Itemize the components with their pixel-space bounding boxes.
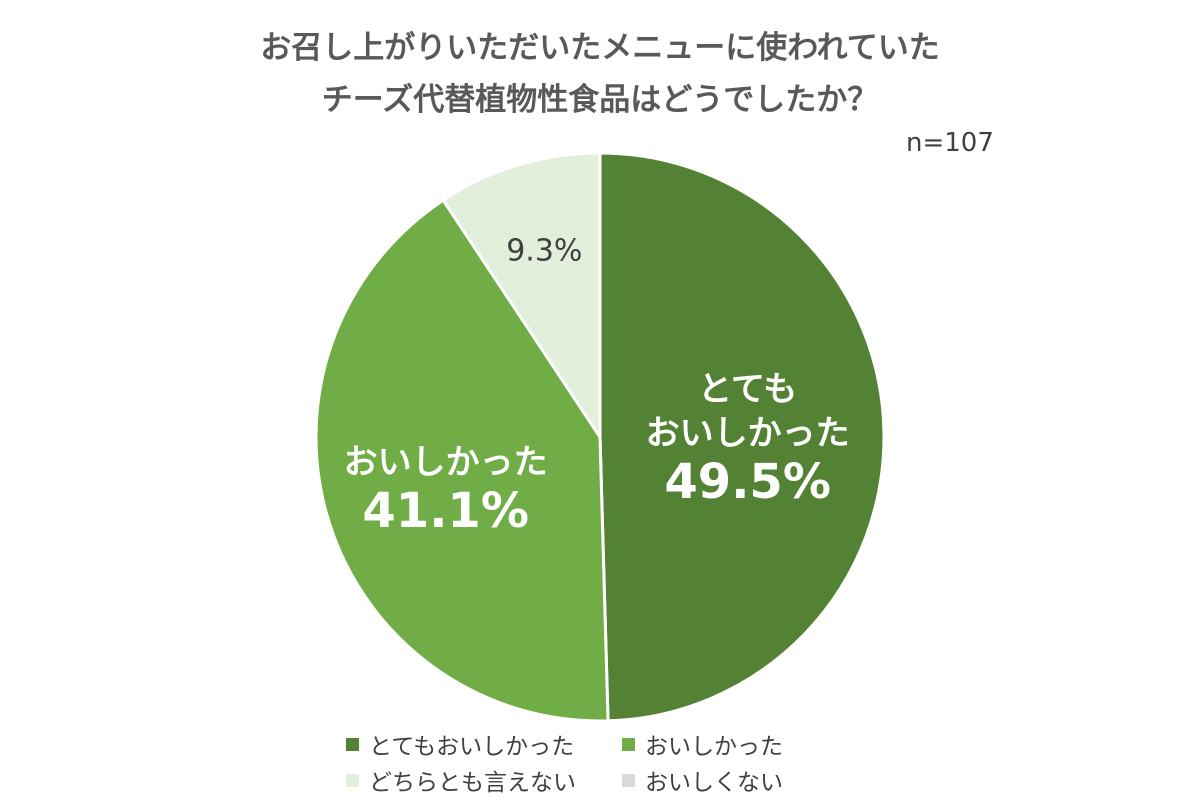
legend-label-not-tasty: おいしくない (645, 770, 783, 796)
pie-slice-very-tasty (598, 151, 886, 723)
chart-title: お召し上がりいただいたメニューに使われていた チーズ代替植物性食品はどうでしたか… (0, 22, 1200, 126)
chart-legend: とてもおいしかった おいしかった どちらとも言えない おいしくない (346, 726, 866, 798)
pie-slice-tasty (314, 198, 610, 723)
legend-swatch-very-tasty (346, 737, 359, 751)
legend-swatch-tasty (622, 737, 635, 751)
legend-label-tasty: おいしかった (645, 734, 783, 760)
legend-row-1: とてもおいしかった おいしかった (346, 726, 866, 762)
data-label-value-neutral: 9.3% (506, 234, 582, 269)
data-label-neutral: 9.3% (506, 234, 582, 269)
legend-swatch-neutral (346, 773, 359, 787)
legend-swatch-not-tasty (622, 773, 635, 787)
chart-title-line-2: チーズ代替植物性食品はどうでしたか？ (321, 82, 879, 118)
legend-item-very-tasty: とてもおいしかった (346, 727, 622, 761)
data-label-text-tasty-1: おいしかった (344, 442, 548, 482)
data-label-value-very-tasty: 49.5% (664, 454, 831, 510)
data-label-text-very-tasty-1: とても (698, 369, 797, 409)
chart-title-line-1: お召し上がりいただいたメニューに使われていた (260, 30, 940, 66)
data-label-value-tasty: 41.1% (362, 483, 529, 539)
sample-size-label: n=107 (906, 128, 994, 158)
data-label-text-very-tasty-2: おいしかった (646, 413, 850, 453)
pie-slice-neutral (441, 151, 602, 439)
legend-label-neutral: どちらとも言えない (369, 770, 576, 796)
legend-item-tasty: おいしかった (622, 727, 783, 761)
legend-row-2: どちらとも言えない おいしくない (346, 762, 866, 798)
legend-label-very-tasty: とてもおいしかった (369, 734, 575, 760)
legend-item-not-tasty: おいしくない (622, 763, 783, 797)
legend-item-neutral: どちらとも言えない (346, 763, 622, 797)
